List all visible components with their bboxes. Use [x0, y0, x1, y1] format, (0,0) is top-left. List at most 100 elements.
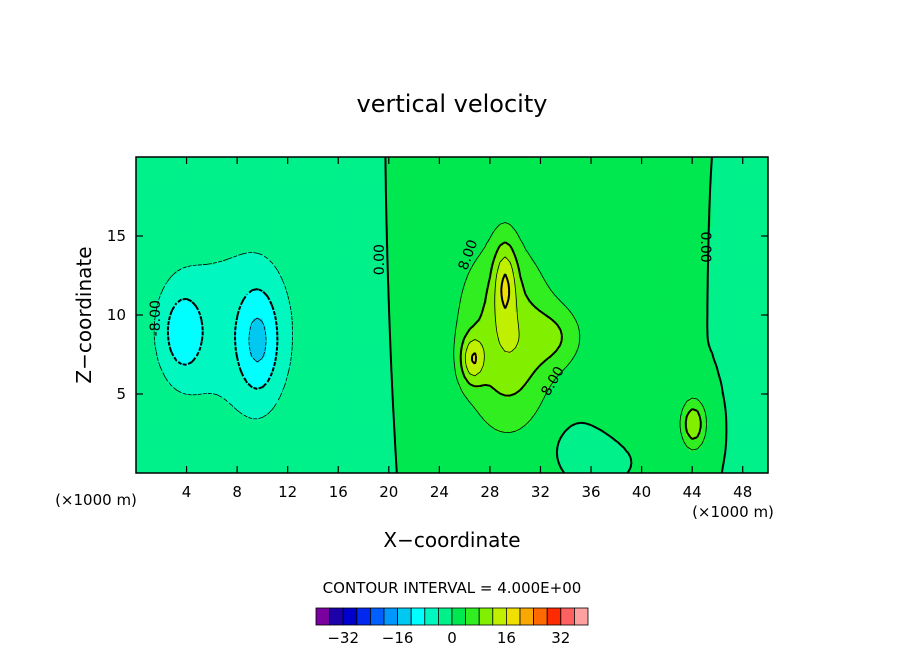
field-cell	[240, 400, 244, 404]
field-cell	[417, 400, 421, 404]
field-cell	[493, 425, 497, 430]
field-cell	[660, 469, 665, 473]
field-cell	[148, 422, 153, 426]
field-cell	[676, 422, 680, 426]
field-cell	[701, 454, 706, 458]
field-cell	[221, 454, 225, 458]
field-cell	[363, 394, 368, 398]
field-cell	[502, 403, 507, 407]
field-cell	[335, 416, 339, 420]
field-cell	[363, 400, 368, 404]
field-cell	[262, 422, 266, 426]
field-cell	[647, 397, 652, 401]
field-cell	[660, 406, 665, 411]
field-cell	[556, 469, 560, 473]
field-cell	[628, 469, 633, 473]
field-cell	[230, 438, 235, 442]
field-cell	[594, 435, 598, 439]
field-cell	[758, 400, 763, 404]
field-cell	[707, 460, 712, 464]
field-cell	[644, 406, 649, 411]
field-cell	[496, 469, 500, 473]
field-cell	[704, 466, 709, 471]
field-cell	[720, 431, 725, 436]
field-cell	[363, 412, 368, 417]
field-cell	[657, 406, 661, 411]
field-cell	[319, 394, 323, 398]
field-cell	[508, 419, 513, 423]
field-cell	[256, 406, 260, 411]
field-cell	[486, 441, 491, 445]
field-cell	[714, 400, 718, 404]
field-cell	[227, 450, 232, 455]
field-cell	[426, 416, 431, 420]
field-cell	[651, 406, 655, 411]
field-cell	[559, 444, 563, 449]
field-cell	[698, 403, 702, 407]
field-cell	[322, 463, 326, 468]
field-cell	[635, 400, 639, 404]
field-cell	[423, 412, 428, 417]
field-cell	[638, 403, 642, 407]
field-cell	[328, 428, 333, 433]
field-cell	[752, 428, 756, 433]
field-cell	[610, 400, 614, 404]
field-cell	[442, 397, 447, 401]
field-cell	[398, 463, 402, 468]
field-cell	[467, 425, 472, 430]
field-cell	[616, 444, 620, 449]
field-cell	[139, 406, 143, 411]
field-cell	[666, 441, 671, 445]
field-cell	[572, 406, 576, 411]
field-cell	[224, 394, 228, 398]
field-cell	[606, 394, 611, 398]
field-cell	[350, 416, 355, 420]
field-cell	[717, 412, 721, 417]
field-cell	[268, 422, 273, 426]
field-cell	[417, 463, 421, 468]
field-cell	[527, 438, 532, 442]
field-cell	[591, 447, 595, 452]
field-cell	[682, 460, 687, 464]
field-cell	[553, 463, 557, 468]
field-cell	[531, 438, 535, 442]
field-cell	[594, 431, 598, 436]
field-cell	[347, 463, 352, 468]
field-cell	[587, 397, 592, 401]
field-cell	[341, 438, 345, 442]
field-cell	[736, 463, 740, 468]
field-cell	[164, 444, 168, 449]
field-cell	[508, 441, 513, 445]
field-cell	[568, 435, 573, 439]
field-cell	[338, 454, 342, 458]
field-cell	[249, 460, 254, 464]
field-cell	[139, 409, 143, 414]
field-cell	[366, 409, 371, 414]
field-cell	[404, 447, 409, 452]
field-cell	[385, 438, 390, 442]
field-cell	[461, 431, 465, 436]
field-cell	[455, 419, 459, 423]
field-cell	[736, 435, 740, 439]
field-cell	[452, 450, 456, 455]
field-cell	[616, 454, 620, 458]
field-cell	[360, 428, 364, 433]
field-cell	[306, 469, 311, 473]
field-cell	[464, 428, 469, 433]
field-cell	[252, 409, 257, 414]
field-cell	[512, 397, 516, 401]
field-cell	[726, 428, 731, 433]
field-cell	[578, 400, 582, 404]
field-cell	[502, 409, 507, 414]
field-cell	[644, 425, 649, 430]
field-cell	[689, 425, 693, 430]
field-cell	[531, 397, 535, 401]
field-cell	[322, 438, 326, 442]
field-cell	[531, 416, 535, 420]
field-cell	[230, 447, 235, 452]
field-cell	[581, 457, 586, 461]
field-cell	[401, 457, 405, 461]
field-cell	[600, 406, 605, 411]
field-cell	[183, 469, 187, 473]
field-cell	[651, 463, 655, 468]
